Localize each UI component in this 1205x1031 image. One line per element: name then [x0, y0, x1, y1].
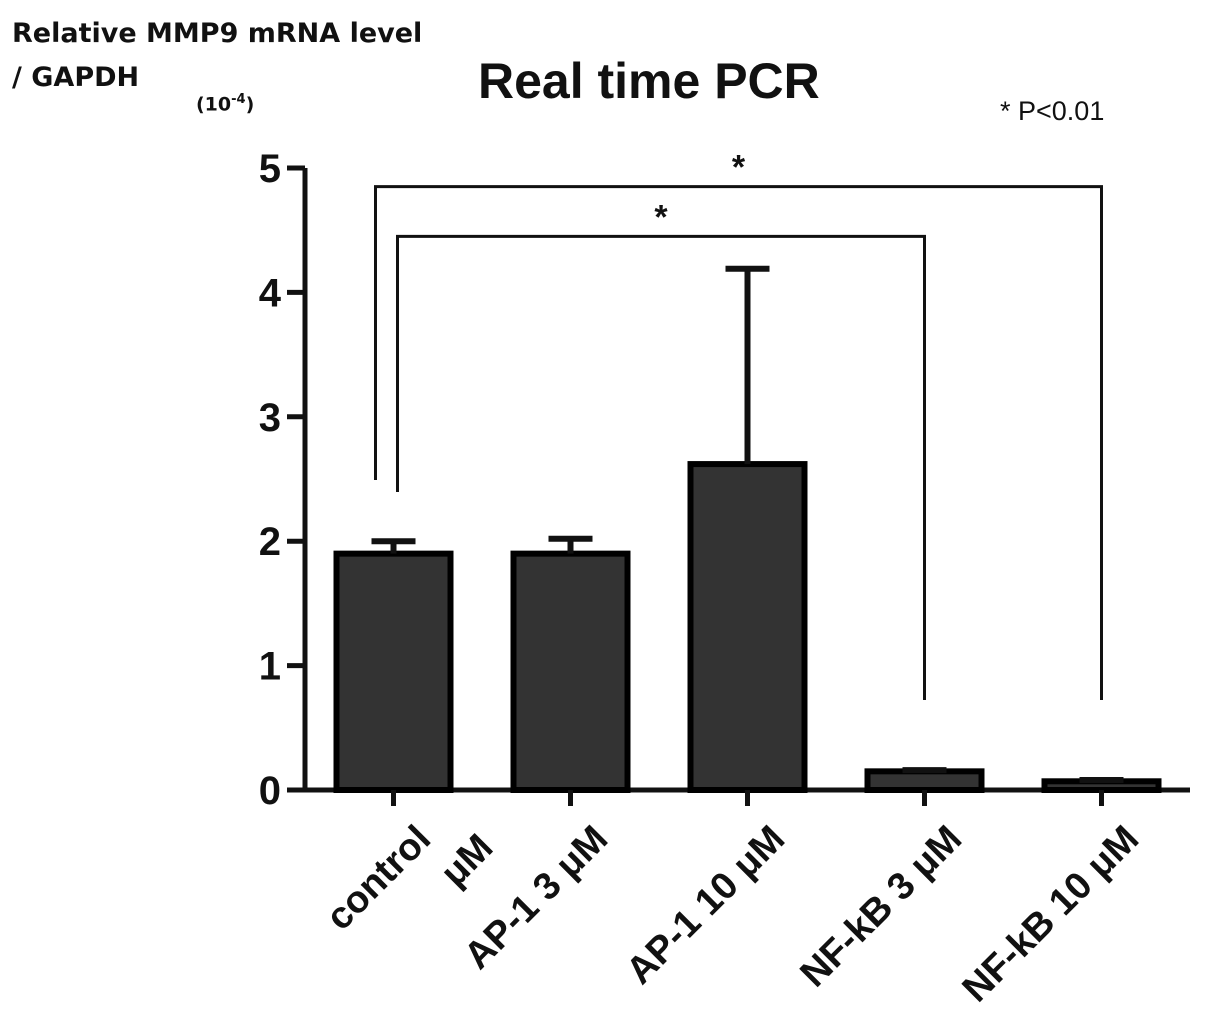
y-tick-label: 3 [259, 396, 281, 440]
x-tick-label: AP-1 10 μM [619, 818, 794, 993]
x-tick-label-line: NF-kB 3 μM [793, 818, 971, 996]
chart-title: Real time PCR [478, 53, 820, 109]
x-tick-label-line: AP-1 10 μM [619, 818, 794, 993]
bar [333, 550, 454, 794]
y-axis-label: Relative MMP9 mRNA level / GAPDH [12, 12, 422, 100]
significance-star: * [732, 149, 746, 187]
significance-bracket [396, 234, 926, 700]
y-tick-label: 0 [259, 769, 281, 813]
bar [687, 461, 808, 793]
y-axis-label-line1: Relative MMP9 mRNA level [12, 18, 423, 49]
x-tick-label: NF-kB 3 μM [793, 818, 971, 996]
bar [510, 550, 631, 794]
x-tick-label-line: control [318, 818, 439, 939]
y-tick-label: 5 [259, 147, 281, 191]
significance-legend: * P<0.01 [1000, 96, 1105, 126]
x-tick-label: NF-kB 10 μM [955, 818, 1147, 1010]
y-tick-label: 1 [259, 645, 281, 689]
y-axis-unit: (10-4) [196, 92, 255, 116]
significance-bracket [374, 185, 1103, 700]
x-tick-label-line: μM [433, 826, 502, 895]
y-tick-label: 2 [259, 520, 281, 564]
significance-star: * [654, 198, 668, 236]
y-tick-label: 4 [259, 271, 282, 315]
x-tick-label-line: NF-kB 10 μM [955, 818, 1147, 1010]
y-axis-label-line2: / GAPDH [12, 62, 140, 93]
bar [864, 768, 985, 794]
